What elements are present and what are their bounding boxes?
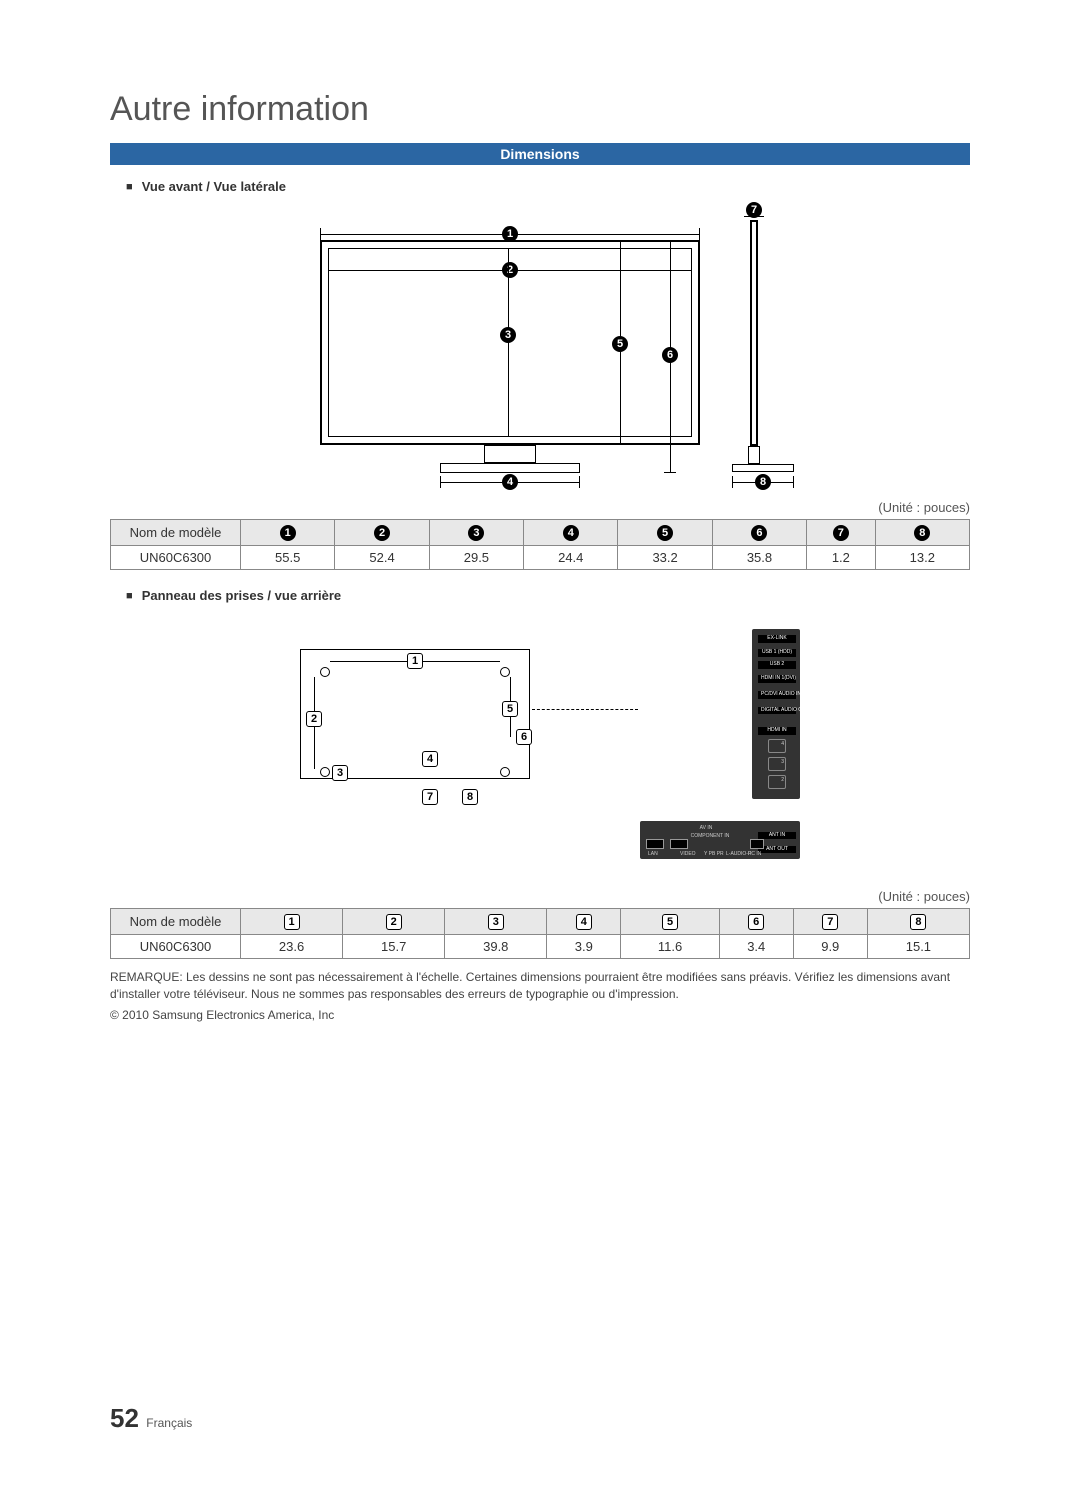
table2-val-4: 3.9 (547, 935, 621, 959)
table2-val-3: 39.8 (445, 935, 547, 959)
table-row: UN60C6300 55.5 52.4 29.5 24.4 33.2 35.8 … (111, 546, 970, 570)
marker-6-icon: 6 (662, 347, 678, 363)
dimensions-table-1: Nom de modèle 1 2 3 4 5 6 7 8 UN60C6300 … (110, 519, 970, 570)
marker-4-icon: 4 (502, 474, 518, 490)
table2-col-7: 7 (793, 909, 867, 935)
table1-model: UN60C6300 (111, 546, 241, 570)
back-marker-1-icon: 1 (407, 653, 423, 669)
subheading-back: Panneau des prises / vue arrière (126, 588, 970, 603)
table2-col-5: 5 (621, 909, 719, 935)
table2-val-2: 15.7 (343, 935, 445, 959)
page-title: Autre information (110, 90, 970, 129)
marker-1-icon: 1 (502, 226, 518, 242)
back-marker-8-icon: 8 (462, 789, 478, 805)
port-hdmi4: 4 (781, 741, 784, 747)
table2-col-4: 4 (547, 909, 621, 935)
port-usb2: USB 2 (758, 661, 796, 669)
back-marker-2-icon: 2 (306, 711, 322, 727)
table1-val-6: 35.8 (712, 546, 806, 570)
port-digitalaudio: DIGITAL AUDIO OUT (OPTICAL) (758, 707, 796, 714)
table2-header-model: Nom de modèle (111, 909, 241, 935)
marker-3-icon: 3 (500, 327, 516, 343)
table1-val-8: 13.2 (875, 546, 969, 570)
back-marker-3-icon: 3 (332, 765, 348, 781)
table1-val-3: 29.5 (429, 546, 523, 570)
port-video: VIDEO (680, 851, 696, 857)
page-language: Français (146, 1416, 192, 1430)
port-avin: AV IN (684, 825, 728, 831)
marker-2-icon: 2 (502, 262, 518, 278)
table1-col-1: 1 (241, 520, 335, 546)
back-marker-7-icon: 7 (422, 789, 438, 805)
port-hdmi2: 2 (781, 777, 784, 783)
port-antin: ANT IN (758, 832, 796, 840)
marker-5-icon: 5 (612, 336, 628, 352)
table2-col-1: 1 (241, 909, 343, 935)
table2-val-1: 23.6 (241, 935, 343, 959)
back-marker-4-icon: 4 (422, 751, 438, 767)
back-marker-6-icon: 6 (516, 729, 532, 745)
page-number: 52 (110, 1403, 139, 1433)
page-footer: 52 Français (110, 1403, 192, 1434)
port-ypbpr: Y PB PR (704, 851, 724, 857)
copyright-text: © 2010 Samsung Electronics America, Inc (110, 1008, 970, 1022)
marker-7-icon: 7 (746, 202, 762, 218)
port-hdmi3: 3 (781, 759, 784, 765)
table2-col-6: 6 (719, 909, 793, 935)
table2-col-8: 8 (867, 909, 969, 935)
marker-8-icon: 8 (755, 474, 771, 490)
table2-model: UN60C6300 (111, 935, 241, 959)
dimensions-table-2: Nom de modèle 1 2 3 4 5 6 7 8 UN60C6300 … (110, 908, 970, 959)
port-hdmisection: HDMI IN (758, 727, 796, 735)
table1-val-2: 52.4 (335, 546, 429, 570)
unit-label-1: (Unité : pouces) (110, 500, 970, 515)
port-exlink: EX-LINK (758, 635, 796, 643)
table2-val-5: 11.6 (621, 935, 719, 959)
table1-val-1: 55.5 (241, 546, 335, 570)
table1-header-model: Nom de modèle (111, 520, 241, 546)
table1-col-5: 5 (618, 520, 712, 546)
remark-text: REMARQUE: Les dessins ne sont pas nécess… (110, 969, 970, 1004)
port-hdmidvi: HDMI IN 1(DVI) (758, 675, 796, 683)
back-panel-diagram: 1 2 3 4 5 6 7 8 EX-LINK (110, 619, 970, 879)
table2-col-3: 3 (445, 909, 547, 935)
unit-label-2: (Unité : pouces) (110, 889, 970, 904)
front-side-diagram: 1 2 3 4 5 6 (110, 210, 970, 490)
table2-val-8: 15.1 (867, 935, 969, 959)
port-pcdviaudio: PC/DVI AUDIO IN (758, 691, 796, 699)
subheading-front: Vue avant / Vue latérale (126, 179, 970, 194)
table1-col-2: 2 (335, 520, 429, 546)
back-marker-5-icon: 5 (502, 701, 518, 717)
table2-val-6: 3.4 (719, 935, 793, 959)
table2-val-7: 9.9 (793, 935, 867, 959)
port-lan: LAN (648, 851, 658, 857)
table1-col-4: 4 (524, 520, 618, 546)
table1-col-7: 7 (807, 520, 875, 546)
table2-col-2: 2 (343, 909, 445, 935)
port-component: COMPONENT IN (680, 833, 740, 839)
table1-val-7: 1.2 (807, 546, 875, 570)
table1-col-3: 3 (429, 520, 523, 546)
port-usb1: USB 1 (HDD) (758, 649, 796, 657)
table-row: UN60C6300 23.6 15.7 39.8 3.9 11.6 3.4 9.… (111, 935, 970, 959)
table1-val-5: 33.2 (618, 546, 712, 570)
port-pcin: PC IN (748, 851, 761, 857)
section-header: Dimensions (110, 143, 970, 165)
table1-col-6: 6 (712, 520, 806, 546)
table1-col-8: 8 (875, 520, 969, 546)
table1-val-4: 24.4 (524, 546, 618, 570)
